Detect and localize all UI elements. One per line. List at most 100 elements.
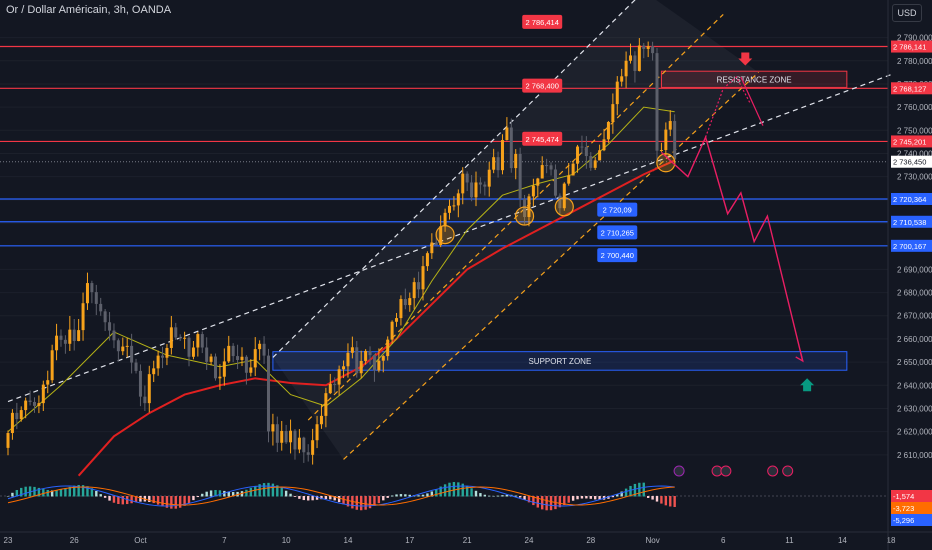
macd-histogram-bar <box>108 496 111 501</box>
candle-body <box>183 337 187 339</box>
candle-body <box>465 173 469 183</box>
candle-body <box>386 339 390 357</box>
candle <box>633 51 637 83</box>
candle-body <box>55 335 59 351</box>
candle <box>483 181 487 196</box>
candle-body <box>311 440 315 455</box>
candle <box>125 337 129 358</box>
candle-body <box>342 366 346 370</box>
candle-body <box>580 146 584 148</box>
candle-body <box>196 334 200 348</box>
candle <box>668 110 672 137</box>
macd-histogram-bar <box>24 486 27 497</box>
candle <box>72 318 76 351</box>
candle-body <box>222 361 226 377</box>
macd-histogram-bar <box>134 496 138 503</box>
macd-histogram-bar <box>59 489 63 497</box>
candle-body <box>576 146 580 164</box>
candle <box>165 344 169 366</box>
macd-histogram-bar <box>81 485 85 497</box>
macd-histogram-bar <box>289 493 292 497</box>
candle <box>346 343 350 378</box>
price-axis-tag <box>891 135 932 148</box>
candle <box>505 117 509 141</box>
macd-histogram-bar <box>382 496 385 501</box>
y-tick-label: 2 650,000 <box>897 358 932 367</box>
macd-histogram-bar <box>68 486 72 497</box>
candle <box>443 208 447 232</box>
macd-histogram-bar <box>417 495 420 497</box>
y-tick-label: 2 680,000 <box>897 289 932 298</box>
candle <box>390 320 394 345</box>
y-tick-label: 2 690,000 <box>897 265 932 274</box>
projection-drop-path <box>740 76 764 126</box>
candle-body <box>483 184 487 187</box>
macd-histogram-bar <box>170 496 173 509</box>
candle-body <box>214 356 218 379</box>
candle-body <box>319 415 323 425</box>
price-axis-tag <box>891 193 932 206</box>
candle-body <box>187 337 191 357</box>
candle <box>523 194 527 225</box>
price-axis-tag <box>891 40 932 53</box>
candle-body <box>443 212 447 227</box>
trendline-channel-lower <box>343 71 759 460</box>
projection-arrowhead <box>795 352 804 363</box>
candle <box>28 390 32 406</box>
candle-body <box>72 329 76 342</box>
candle-body <box>584 146 588 157</box>
candle-body <box>90 283 94 293</box>
macd-histogram-bar <box>50 490 54 497</box>
x-tick-label: Oct <box>134 536 147 545</box>
x-tick-label: 6 <box>721 536 726 545</box>
candle <box>37 395 41 414</box>
macd-histogram-bar <box>121 496 124 505</box>
macd-line <box>7 485 675 507</box>
candle-body <box>421 266 425 290</box>
currency-button[interactable]: USD <box>892 4 922 22</box>
candle <box>580 135 584 154</box>
macd-histogram-bar <box>523 496 526 500</box>
x-tick-label: 24 <box>525 536 534 545</box>
macd-histogram-bar <box>452 482 456 497</box>
candle <box>81 292 85 341</box>
macd-histogram-bar <box>103 496 107 498</box>
macd-histogram-bar <box>342 496 345 505</box>
candle <box>549 162 553 176</box>
macd-histogram-bar <box>201 493 204 497</box>
macd-histogram-bar <box>580 496 584 499</box>
candle-body <box>611 104 615 122</box>
macd-histogram-bar <box>351 496 354 509</box>
candle <box>266 348 270 443</box>
macd-histogram-bar <box>267 482 270 497</box>
candle <box>571 162 575 176</box>
projection-alt-path <box>705 76 751 138</box>
candle-body <box>130 345 134 363</box>
candle-body <box>461 173 465 194</box>
resistance-callout-label: 2 768,400 <box>526 82 559 91</box>
candle-body <box>646 46 650 49</box>
support-callout-label: 2 720,09 <box>603 206 632 215</box>
support-callout-box <box>597 202 638 217</box>
macd-histogram-bar <box>337 496 341 503</box>
candle <box>112 323 116 349</box>
macd-histogram-bar <box>673 496 676 507</box>
candle-body <box>178 337 182 339</box>
macd-histogram-bar <box>55 490 58 497</box>
candle <box>187 336 191 367</box>
candle <box>15 402 19 430</box>
candle-body <box>487 169 491 187</box>
candle-body <box>655 53 659 151</box>
candle <box>178 334 182 342</box>
candle <box>306 444 310 462</box>
macd-histogram-bar <box>549 496 553 511</box>
candle <box>284 424 288 444</box>
macd-histogram-bar <box>443 484 447 497</box>
candle <box>372 354 376 382</box>
macd-histogram-bar <box>465 485 469 497</box>
candle <box>659 142 663 152</box>
macd-value-tag <box>891 502 932 514</box>
candle <box>236 344 240 370</box>
resistance-callout-label: 2 745,474 <box>526 135 559 144</box>
